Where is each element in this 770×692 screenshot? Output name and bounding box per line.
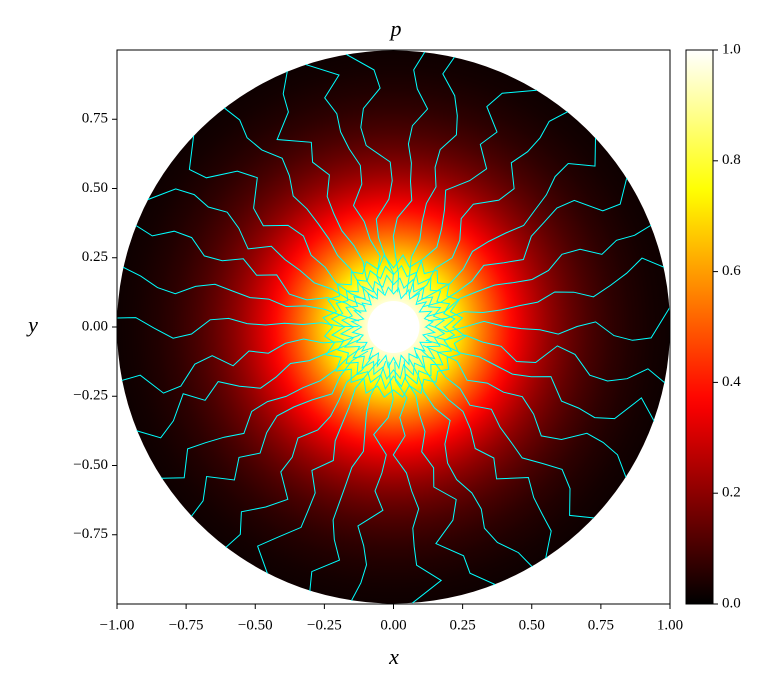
y-tick-label: 0.50 (82, 180, 108, 196)
x-tick-label: 0.00 (380, 617, 406, 633)
contour-line (141, 172, 366, 307)
colorbar-tick-label: 0.4 (722, 374, 741, 390)
chart-title: p (389, 16, 402, 41)
contour-line (346, 50, 394, 293)
x-tick-label: −0.25 (307, 617, 342, 633)
contour-line (288, 50, 385, 294)
colorbar (685, 49, 714, 605)
colorbar-tick-label: 0.8 (722, 152, 741, 168)
x-tick-label: 0.25 (450, 617, 476, 633)
contour-line (408, 72, 543, 296)
x-tick-label: −0.50 (238, 617, 273, 633)
y-tick-label: 0.00 (82, 318, 108, 334)
contour-line (405, 50, 471, 295)
contour-line (117, 223, 362, 314)
colorbar-tick-label: 0.6 (722, 263, 741, 279)
contour-line (256, 358, 381, 600)
contour-line (411, 86, 568, 298)
y-tick-label: −0.50 (73, 457, 108, 473)
contour-line (350, 286, 437, 370)
contour-line (330, 264, 456, 390)
contours (116, 50, 671, 604)
contour-line (116, 266, 360, 322)
y-tick-label: −0.75 (73, 526, 108, 542)
contour-line (408, 358, 547, 580)
contour-line (392, 361, 443, 604)
contour-line (426, 212, 666, 317)
contour-line (263, 61, 378, 297)
contour-line (422, 173, 646, 308)
contour-line (425, 339, 664, 447)
colorbar-tick-label: 1.0 (722, 41, 741, 57)
contour-line (427, 257, 671, 322)
x-tick-label: 1.00 (657, 617, 683, 633)
contour-line (116, 334, 360, 394)
y-tick-label: 0.75 (82, 111, 108, 127)
x-axis-label: x (388, 644, 399, 669)
x-tick-label: −1.00 (100, 617, 135, 633)
x-tick-label: −0.75 (169, 617, 204, 633)
contour-line (309, 360, 387, 604)
contour-line (422, 345, 642, 488)
y-tick-label: 0.25 (82, 249, 108, 265)
contour-line (392, 50, 434, 293)
contour-line (322, 254, 467, 398)
contour-line (427, 334, 671, 400)
contour-line (415, 353, 588, 559)
colorbar-tick-label: 0.2 (722, 485, 741, 501)
contour-line (116, 338, 361, 439)
hole (367, 301, 420, 353)
contour-line (129, 345, 365, 479)
contour-line (225, 355, 374, 574)
contour-line (171, 131, 370, 302)
contour-line (403, 360, 496, 604)
x-tick-label: 0.50 (519, 617, 545, 633)
contour-line (339, 274, 446, 380)
contour-line (420, 348, 609, 530)
x-tick-label: 0.75 (588, 617, 614, 633)
contour-line (428, 307, 671, 341)
colorbar-tick-label: 0.0 (722, 595, 741, 611)
y-tick-label: −0.25 (73, 388, 108, 404)
contour-line (351, 361, 394, 604)
y-axis-label: y (26, 312, 38, 337)
contour-line (417, 129, 614, 303)
contour-line (208, 96, 374, 299)
contour-line (116, 317, 359, 339)
contour-line (167, 350, 369, 518)
